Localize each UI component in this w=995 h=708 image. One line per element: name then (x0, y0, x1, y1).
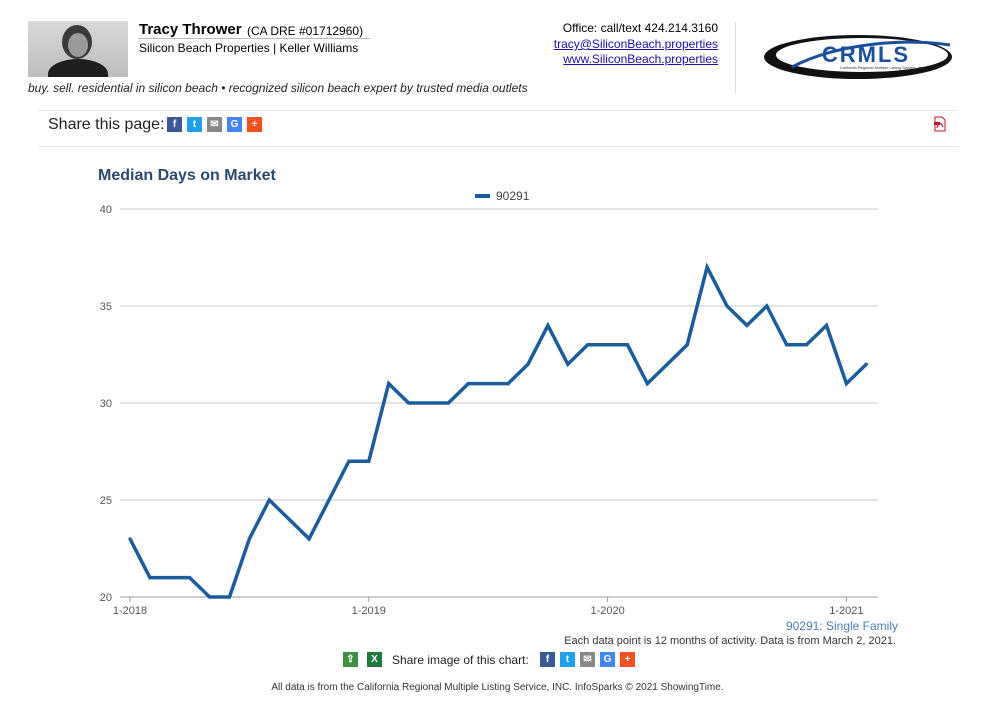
data-point (625, 343, 630, 347)
plus-icon[interactable]: + (620, 652, 635, 667)
x-tick-label: 1-2020 (590, 605, 624, 617)
share-icon[interactable]: ⇪ (343, 652, 358, 667)
series-line-90291 (128, 262, 868, 599)
data-point (227, 595, 232, 599)
data-point (347, 459, 351, 463)
data-point (387, 382, 391, 386)
data-point (128, 537, 132, 541)
data-point (705, 265, 709, 269)
y-tick-label: 25 (100, 495, 112, 507)
crmls-logo-text: CRMLS (822, 42, 910, 67)
data-point (546, 323, 550, 327)
twitter-icon[interactable]: t (187, 117, 202, 132)
data-point (785, 343, 789, 347)
data-point (864, 362, 868, 366)
data-point (506, 382, 510, 386)
twitter-icon[interactable]: t (560, 652, 575, 667)
data-point (725, 304, 729, 308)
google-icon[interactable]: G (227, 117, 242, 132)
data-point (805, 343, 809, 347)
facebook-icon[interactable]: f (167, 117, 182, 132)
x-tick-label: 1-2018 (113, 605, 147, 617)
y-tick-label: 30 (100, 398, 112, 410)
data-point (685, 343, 689, 347)
data-point (407, 401, 411, 405)
data-point (267, 498, 271, 502)
data-point (486, 382, 490, 386)
data-point (645, 382, 650, 386)
email-icon[interactable]: ✉ (580, 652, 595, 667)
data-point (287, 517, 291, 522)
chart-subtitle: 90291: Single Family (785, 619, 898, 633)
y-tick-label: 20 (100, 592, 112, 604)
agent-name: Tracy Thrower (139, 21, 242, 38)
agent-company: Silicon Beach Properties | Keller Willia… (139, 41, 359, 55)
data-point (665, 362, 669, 366)
crmls-logo-subtext: California Regional Multiple Listing Ser… (840, 65, 924, 70)
y-tick-label: 35 (100, 301, 112, 313)
data-point (446, 401, 450, 405)
crmls-logo: CRMLS California Regional Multiple Listi… (764, 35, 952, 79)
y-tick-label: 40 (100, 204, 112, 216)
pdf-icon[interactable] (932, 116, 948, 132)
data-point (168, 576, 172, 580)
share-image-label: Share image of this chart: (392, 653, 529, 667)
share-page-label: Share this page: (48, 116, 165, 133)
x-tick-label: 1-2021 (829, 605, 863, 617)
plus-icon[interactable]: + (247, 117, 262, 132)
data-point (208, 595, 212, 599)
data-point (247, 537, 251, 541)
data-point (148, 576, 152, 580)
data-point (307, 537, 311, 541)
data-point (466, 382, 470, 386)
agent-dre-number: (CA DRE #01712960) (247, 24, 364, 38)
x-tick-label: 1-2019 (352, 605, 386, 617)
website-link[interactable]: www.SiliconBeach.properties (563, 52, 718, 66)
data-point (188, 576, 192, 580)
excel-icon[interactable]: X (367, 652, 382, 667)
agent-tagline: buy. sell. residential in silicon beach … (28, 81, 528, 95)
footer-text: All data is from the California Regional… (271, 682, 724, 693)
email-icon[interactable]: ✉ (207, 117, 222, 132)
data-point (426, 401, 431, 405)
data-point (606, 343, 610, 347)
data-point (844, 382, 849, 386)
header-divider (735, 22, 736, 94)
data-point (745, 323, 749, 327)
data-point (327, 498, 331, 502)
divider (38, 110, 958, 111)
divider (38, 146, 958, 147)
data-point (367, 459, 371, 463)
office-phone: Office: call/text 424.214.3160 (562, 21, 718, 35)
legend-label: 90291 (496, 189, 530, 203)
data-point (824, 323, 829, 327)
agent-photo (28, 21, 128, 77)
agent-divider (138, 38, 370, 39)
data-point (586, 343, 590, 347)
facebook-icon[interactable]: f (540, 652, 555, 667)
chart-title: Median Days on Market (98, 167, 276, 184)
chart-note: Each data point is 12 months of activity… (564, 635, 896, 647)
data-point (765, 304, 769, 308)
data-point (526, 362, 530, 366)
data-point (566, 362, 570, 366)
email-link[interactable]: tracy@SiliconBeach.properties (553, 37, 718, 51)
google-icon[interactable]: G (600, 652, 615, 667)
